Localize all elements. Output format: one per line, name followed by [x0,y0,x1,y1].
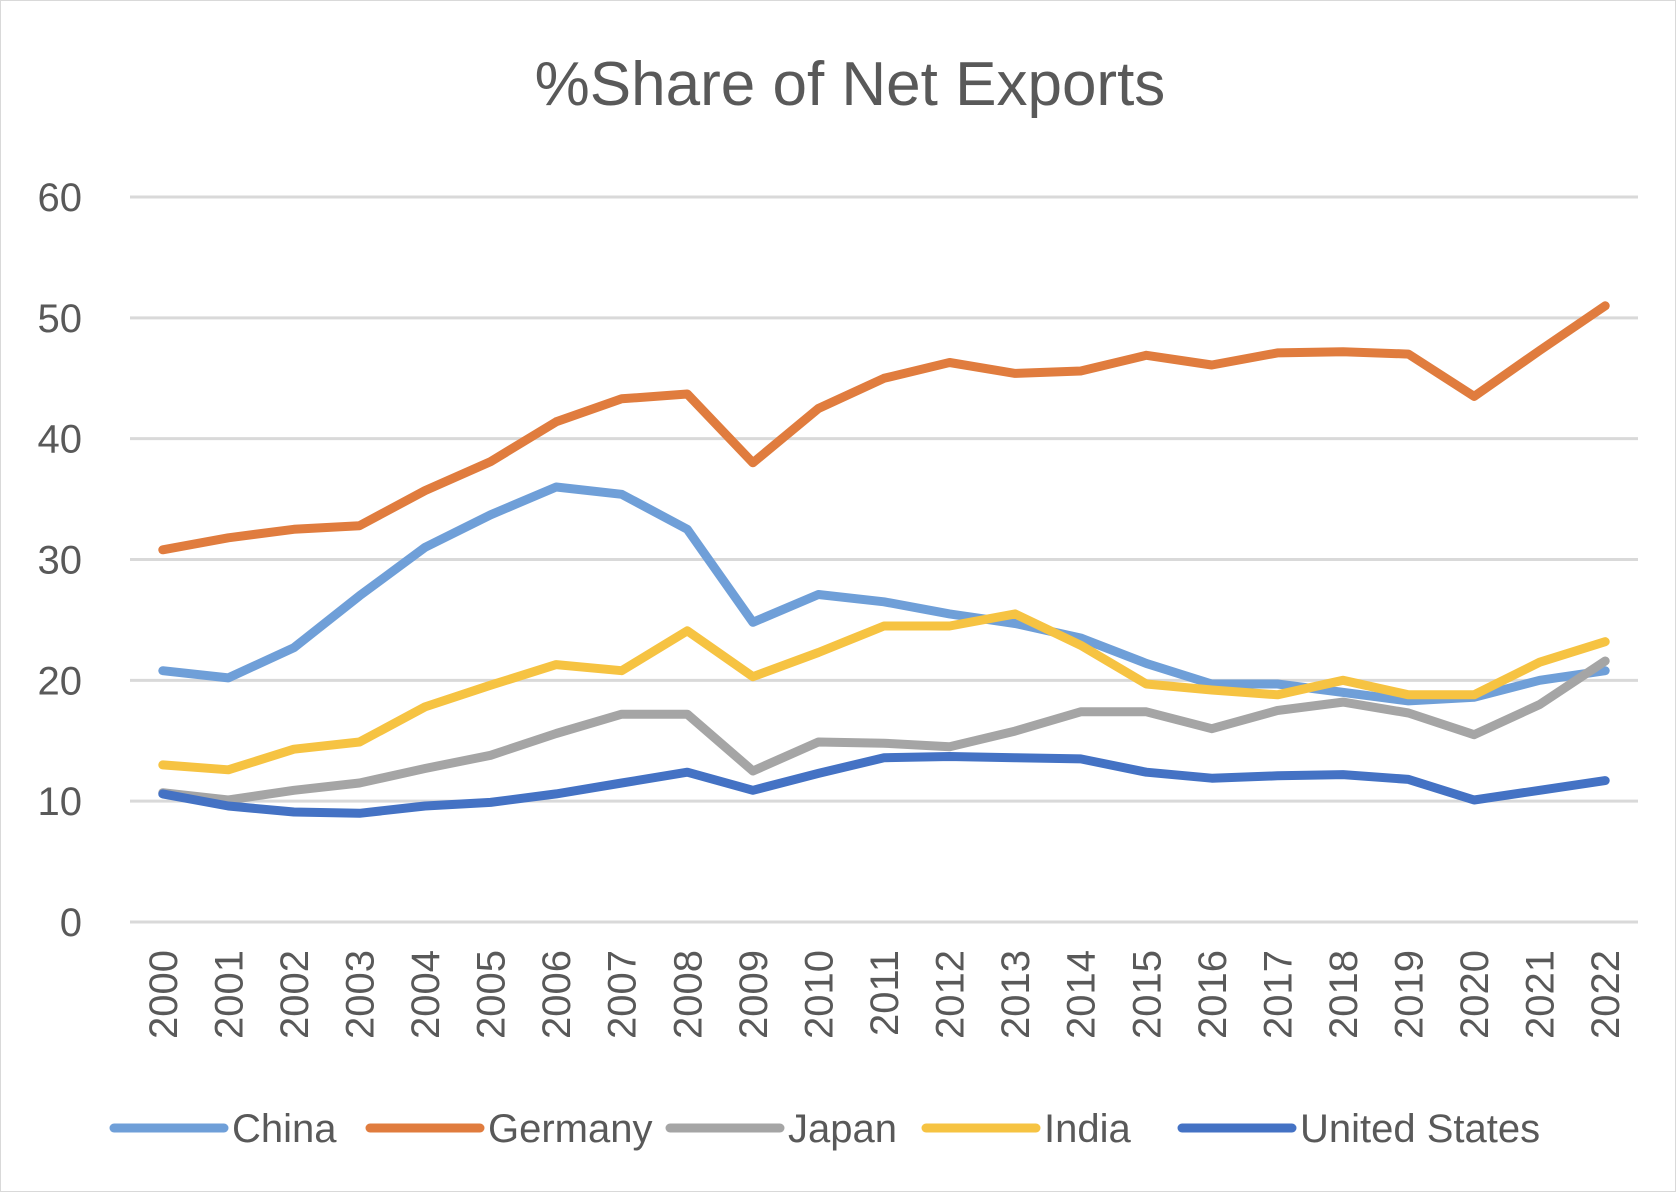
series-line-united-states [158,752,1610,818]
x-tick-label: 2008 [666,950,710,1039]
legend-label-germany: Germany [488,1107,653,1151]
x-tick-label: 2016 [1191,950,1235,1039]
x-tick-label: 2003 [338,950,382,1039]
x-tick-label: 2020 [1453,950,1497,1039]
x-tick-label: 2007 [601,950,645,1039]
gridlines [130,195,1638,924]
x-tick-label: 2011 [863,950,907,1036]
x-tick-label: 2017 [1256,950,1300,1039]
x-tick-label: 2005 [470,950,514,1039]
y-tick-label: 0 [60,901,82,945]
y-tick-label: 30 [38,539,83,583]
series-line-japan [158,656,1610,805]
series-line-germany [158,301,1610,555]
chart-title: %Share of Net Exports [535,50,1166,119]
y-tick-label: 50 [38,297,83,341]
series-line-china [158,482,1610,706]
y-tick-label: 40 [38,418,83,462]
x-tick-label: 2001 [207,950,251,1039]
x-tick-label: 2000 [142,950,186,1039]
x-tick-label: 2015 [1125,950,1169,1039]
x-tick-label: 2021 [1519,950,1563,1039]
y-tick-label: 10 [38,780,83,824]
x-tick-label: 2019 [1388,950,1432,1039]
x-tick-label: 2022 [1584,950,1628,1039]
x-tick-label: 2014 [1060,950,1104,1039]
y-tick-label: 60 [38,176,83,220]
legend-label-india: India [1044,1107,1131,1151]
y-tick-label: 20 [38,659,83,703]
x-tick-label: 2012 [929,950,973,1039]
series-line-india [158,609,1610,775]
x-tick-label: 2006 [535,950,579,1039]
x-tick-label: 2009 [732,950,776,1039]
x-axis: 2000 2001 2002 2003 2004 2005 2006 2007 2008 2009… [142,950,1628,1039]
legend: China Germany Japan India United States [109,1107,1540,1151]
legend-label-united-states: United States [1300,1107,1540,1151]
x-tick-label: 2018 [1322,950,1366,1039]
series-lines [158,301,1610,818]
x-tick-label: 2002 [273,950,317,1039]
legend-label-japan: Japan [788,1107,897,1151]
y-axis: 0 10 20 30 40 50 60 [38,176,83,945]
x-tick-label: 2010 [797,950,841,1039]
x-tick-label: 2013 [994,950,1038,1039]
x-tick-label: 2004 [404,950,448,1039]
legend-label-china: China [232,1107,337,1151]
